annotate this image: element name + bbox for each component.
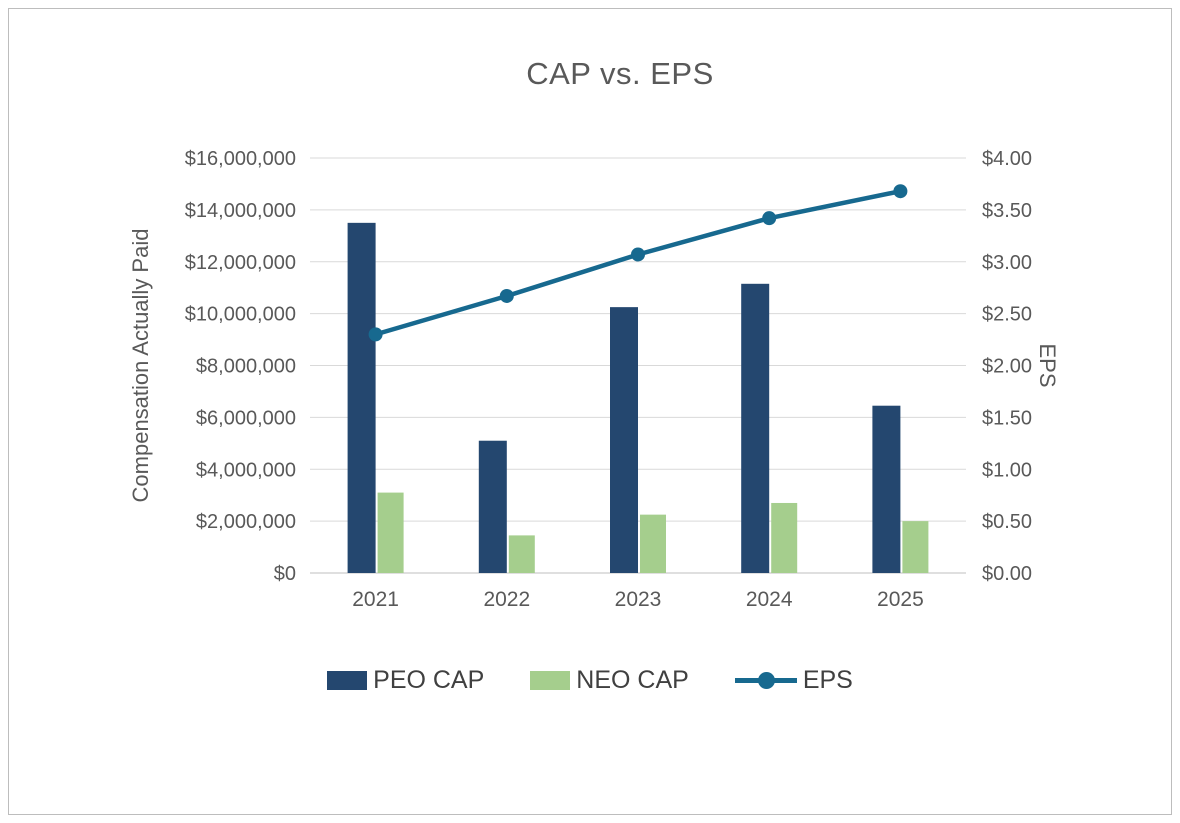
y-right-tick-label: $2.00 bbox=[982, 356, 1032, 378]
bar-peo-cap-2022 bbox=[478, 440, 507, 573]
bar-neo-cap-2024 bbox=[771, 502, 798, 573]
bar-peo-cap-2025 bbox=[872, 405, 901, 573]
y-left-tick-label: $10,000,000 bbox=[185, 304, 296, 326]
bar-neo-cap-2021 bbox=[377, 492, 404, 573]
neo-cap-swatch bbox=[530, 671, 571, 690]
chart-title: CAP vs. EPS bbox=[526, 56, 714, 91]
y-right-tick-label: $0.00 bbox=[982, 563, 1032, 585]
x-tick-label: 2023 bbox=[615, 588, 662, 611]
y-left-tick-label: $8,000,000 bbox=[196, 356, 296, 378]
legend-label-peo-cap: PEO CAP bbox=[373, 666, 485, 694]
y-left-tick-label: $6,000,000 bbox=[196, 407, 296, 429]
chart-legend: PEO CAP NEO CAP EPS bbox=[0, 666, 1180, 695]
peo-cap-swatch bbox=[327, 671, 368, 690]
eps-point-2021 bbox=[368, 327, 383, 342]
x-tick-label: 2022 bbox=[483, 588, 530, 611]
y-left-tick-label: $16,000,000 bbox=[185, 148, 296, 170]
bar-neo-cap-2022 bbox=[508, 535, 535, 573]
y-right-tick-label: $1.00 bbox=[982, 459, 1032, 481]
y-left-tick-label: $0 bbox=[274, 563, 296, 585]
bar-peo-cap-2024 bbox=[741, 283, 770, 573]
bar-peo-cap-2023 bbox=[610, 307, 638, 573]
y-right-tick-label: $2.50 bbox=[982, 304, 1032, 326]
y-right-tick-label: $3.50 bbox=[982, 200, 1032, 222]
legend-label-eps: EPS bbox=[802, 666, 853, 694]
y-right-tick-label: $4.00 bbox=[982, 148, 1032, 170]
bar-neo-cap-2025 bbox=[902, 521, 929, 573]
x-tick-label: 2021 bbox=[352, 588, 399, 611]
bar-neo-cap-2023 bbox=[640, 514, 666, 573]
y-right-tick-label: $3.00 bbox=[982, 252, 1032, 274]
legend-label-neo-cap: NEO CAP bbox=[576, 666, 689, 694]
y-right-tick-label: $1.50 bbox=[982, 407, 1032, 429]
y-left-axis-title: Compensation Actually Paid bbox=[128, 229, 153, 503]
x-tick-label: 2025 bbox=[877, 588, 924, 611]
y-left-tick-label: $4,000,000 bbox=[196, 459, 296, 481]
y-left-tick-label: $2,000,000 bbox=[196, 511, 296, 533]
y-left-tick-label: $12,000,000 bbox=[185, 252, 296, 274]
y-right-tick-label: $0.50 bbox=[982, 511, 1032, 533]
bar-peo-cap-2021 bbox=[347, 222, 376, 573]
legend-item-neo-cap: NEO CAP bbox=[530, 666, 689, 695]
eps-point-2022 bbox=[499, 288, 514, 303]
legend-item-eps: EPS bbox=[734, 666, 853, 695]
y-left-tick-label: $14,000,000 bbox=[185, 200, 296, 222]
eps-point-2024 bbox=[762, 211, 777, 226]
eps-line-swatch bbox=[734, 672, 797, 689]
eps-line-marker bbox=[757, 672, 775, 689]
eps-point-2023 bbox=[631, 247, 645, 262]
y-right-axis-title: EPS bbox=[1035, 343, 1060, 387]
legend-item-peo-cap: PEO CAP bbox=[327, 666, 484, 695]
eps-point-2025 bbox=[893, 184, 908, 199]
x-tick-label: 2024 bbox=[746, 588, 793, 611]
